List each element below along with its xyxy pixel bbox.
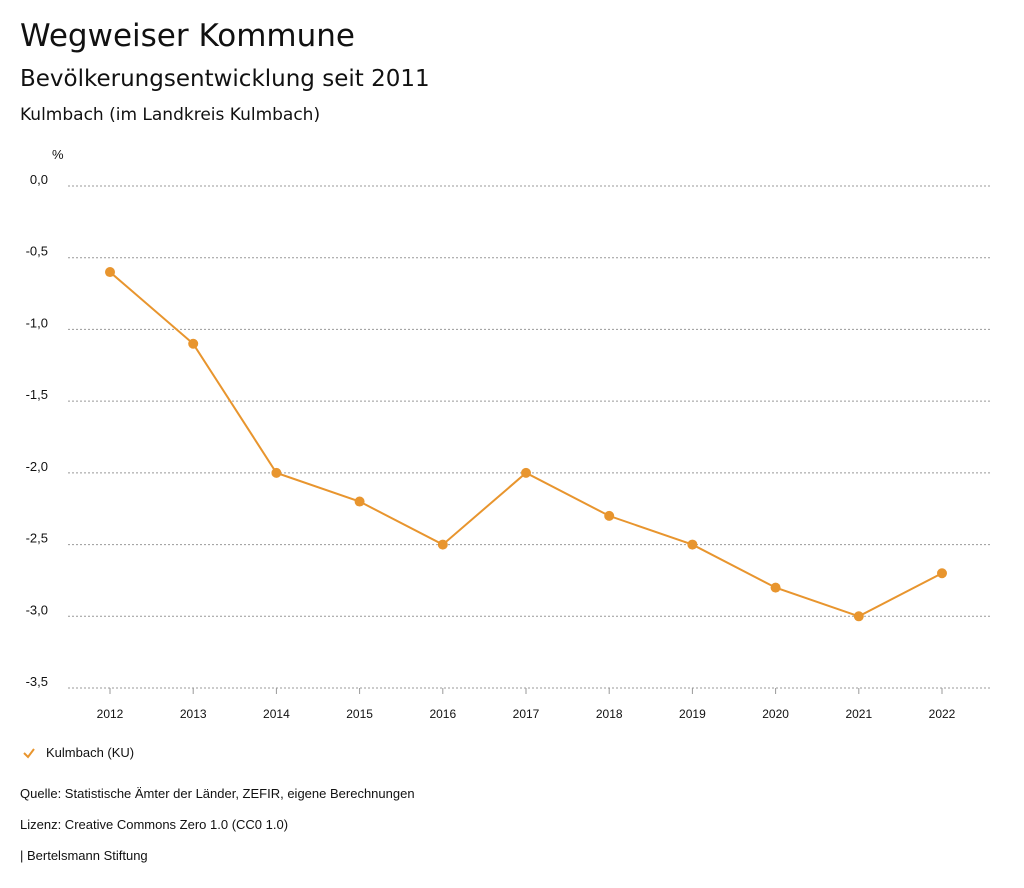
y-tick-label: -3,5 [26, 674, 48, 689]
chart-subtitle: Bevölkerungsentwicklung seit 2011 [20, 66, 430, 92]
y-tick-label: -3,0 [26, 602, 48, 617]
y-tick-label: 0,0 [30, 172, 48, 187]
x-tick-label: 2019 [679, 707, 706, 721]
x-tick-label: 2012 [97, 707, 124, 721]
y-tick-label: -1,5 [26, 387, 48, 402]
line-chart: % 0,0 -0,5 -1,0 -1,5 -2,0 -2,5 -3,0 -3,5 2012 2013… [26, 147, 990, 721]
data-point [437, 539, 448, 550]
y-tick-label: -2,0 [26, 459, 48, 474]
y-tick-label: -0,5 [26, 244, 48, 259]
data-point [271, 467, 282, 478]
data-point [604, 510, 615, 521]
data-point [687, 539, 698, 550]
license-text: Lizenz: Creative Commons Zero 1.0 (CC0 1… [20, 817, 289, 832]
data-point [354, 496, 365, 507]
y-tick-label: -2,5 [26, 531, 48, 546]
legend-label: Kulmbach (KU) [46, 745, 135, 760]
data-point [105, 267, 115, 278]
source-text: Quelle: Statistische Ämter der Länder, Z… [20, 786, 415, 801]
x-tick-label: 2022 [929, 707, 956, 721]
x-tick-label: 2013 [180, 707, 207, 721]
y-axis-label: % [52, 147, 64, 162]
x-tick-label: 2017 [513, 707, 540, 721]
data-point [188, 338, 199, 349]
data-point [521, 467, 531, 478]
y-tick-label: -1,0 [26, 315, 48, 330]
data-point [937, 568, 947, 579]
legend-item[interactable]: Kulmbach (KU) [22, 745, 134, 760]
data-point [770, 582, 781, 593]
x-tick-label: 2015 [346, 707, 373, 721]
publisher-text: | Bertelsmann Stiftung [20, 848, 148, 863]
region-label: Kulmbach (im Landkreis Kulmbach) [20, 105, 321, 125]
x-tick-label: 2021 [845, 707, 872, 721]
x-tick-label: 2016 [429, 707, 456, 721]
check-icon [23, 747, 35, 759]
x-tick-label: 2018 [596, 707, 623, 721]
x-tick-label: 2014 [263, 707, 290, 721]
x-tick-label: 2020 [762, 707, 789, 721]
series-line [109, 271, 943, 618]
data-point [853, 611, 864, 622]
page-title: Wegweiser Kommune [20, 18, 355, 54]
